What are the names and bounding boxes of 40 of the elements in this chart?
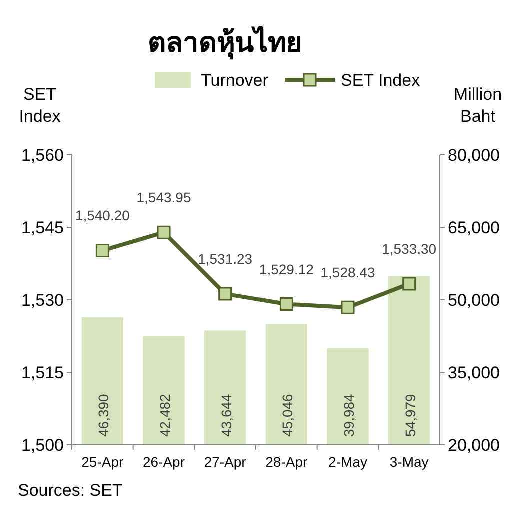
data-label: 39,984 [341,394,357,437]
y-axis-title: SET Index [19,85,62,126]
x-tick-label: 26-Apr [142,454,186,470]
data-label: 1,529.12 [259,261,314,278]
data-label: 54,979 [402,394,418,437]
point [341,300,355,314]
x-tick-label: 28-Apr [266,454,308,470]
data-label: 1,540.20 [75,208,130,224]
source-note: Sources: SET [18,481,123,500]
y2-tick-label: 80,000 [448,146,500,165]
chart-title: ตลาดหุ้นไทย [148,26,302,60]
y2-tick-label: 35,000 [448,364,500,382]
y2-tick-label: 50,000 [448,291,500,310]
point [157,226,171,240]
y-tick-label: 1,560 [21,146,64,165]
point [218,287,232,301]
data-label: 1,543.95 [136,190,192,206]
y-tick-label: 1,515 [21,364,64,382]
y-tick-label: 1,500 [21,436,64,455]
x-tick-label: 27-Apr [204,454,247,470]
data-label: 43,644 [218,394,234,437]
y-tick-label: 1,545 [21,218,64,238]
x-tick-label: 25-Apr [82,454,124,470]
y2-tick-label: 20,000 [448,436,500,455]
y2-axis-title: Million Baht [454,85,502,126]
x-tick-label: 2-May [328,454,368,470]
y2-tick-label: 65,000 [448,218,500,238]
data-label: 42,482 [157,394,173,437]
point [402,277,416,291]
point [280,298,294,312]
legend-label: Turnover [201,71,269,90]
data-label: 45,046 [280,394,296,437]
data-label: 1,531.23 [198,251,253,268]
data-label: 46,390 [96,394,112,437]
point [96,244,110,258]
legend-label: SET Index [341,71,421,90]
x-tick-label: 3-May [390,454,429,470]
data-label: 1,528.43 [320,264,376,281]
y-tick-label: 1,530 [21,291,64,310]
data-label: 1,533.30 [382,241,437,258]
